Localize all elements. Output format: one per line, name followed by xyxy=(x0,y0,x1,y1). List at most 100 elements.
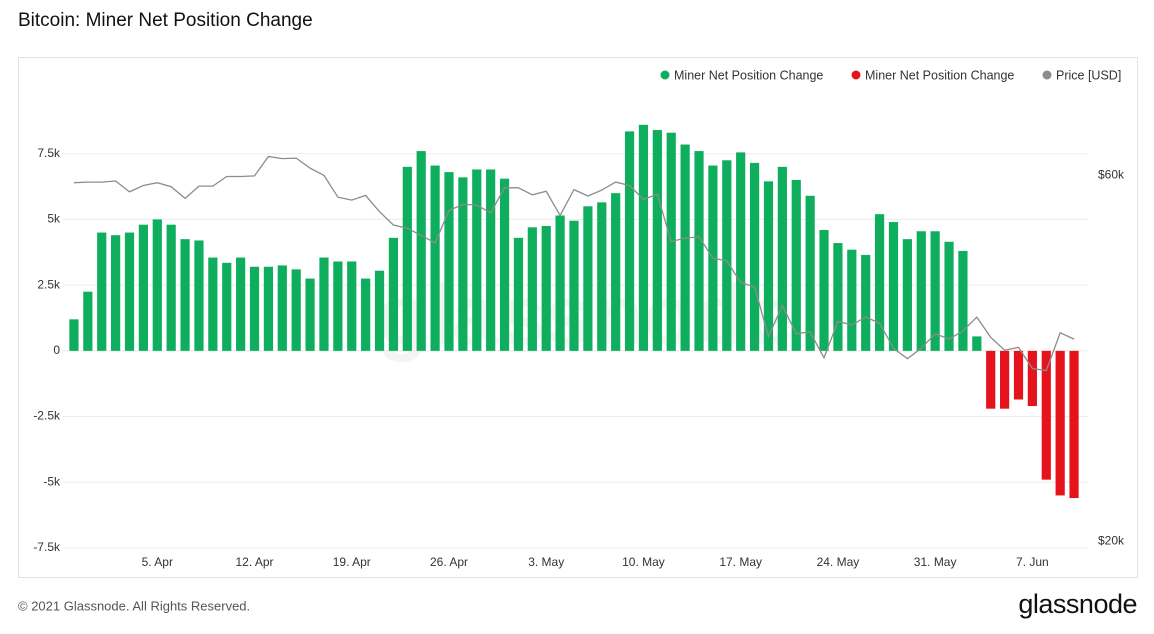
bar xyxy=(388,237,399,351)
bar xyxy=(222,262,232,351)
price-line xyxy=(73,155,1075,372)
x-tick-label: 7. Jun xyxy=(1016,555,1049,569)
bar xyxy=(333,261,343,351)
legend-label: Miner Net Position Change xyxy=(674,68,823,82)
y-tick-label: 5k xyxy=(47,212,61,226)
bar xyxy=(861,254,871,351)
bar xyxy=(972,336,982,351)
bar xyxy=(527,227,537,351)
bar xyxy=(1000,350,1010,409)
bar xyxy=(180,239,190,351)
bar xyxy=(1055,350,1065,496)
footer: © 2021 Glassnode. All Rights Reserved. xyxy=(18,598,250,613)
bar xyxy=(611,193,621,351)
bar xyxy=(638,124,649,351)
bar xyxy=(555,215,565,351)
y-tick-label: 2.5k xyxy=(37,277,61,291)
bar xyxy=(916,231,926,351)
bar xyxy=(833,243,843,351)
bar xyxy=(236,257,246,351)
bar xyxy=(347,261,357,351)
bar xyxy=(138,224,148,351)
bar xyxy=(291,269,301,351)
x-tick-label: 5. Apr xyxy=(142,555,173,569)
bar xyxy=(541,226,551,351)
y-tick-label: -7.5k xyxy=(33,540,61,554)
bar xyxy=(111,235,121,351)
x-tick-label: 24. May xyxy=(817,555,860,569)
bar xyxy=(444,172,454,351)
bar xyxy=(152,219,162,351)
legend-label: Price [USD] xyxy=(1056,68,1121,82)
bar xyxy=(277,265,287,351)
x-tick-label: 12. Apr xyxy=(236,555,274,569)
bar xyxy=(69,319,79,351)
legend-marker xyxy=(1042,70,1052,80)
bar xyxy=(458,177,468,351)
bar xyxy=(361,278,371,351)
x-tick-label: 17. May xyxy=(719,555,762,569)
bar xyxy=(249,266,260,351)
x-tick-label: 26. Apr xyxy=(430,555,468,569)
bar xyxy=(819,229,829,351)
bar xyxy=(597,202,607,351)
bar xyxy=(124,232,135,351)
bar xyxy=(263,266,274,351)
bar xyxy=(624,131,635,351)
bar xyxy=(305,278,315,351)
bar xyxy=(791,180,801,351)
chart-frame xyxy=(18,57,1138,578)
bar xyxy=(944,241,954,351)
bar xyxy=(1027,350,1037,407)
bar xyxy=(499,178,510,351)
bar xyxy=(208,257,218,351)
bar xyxy=(83,291,93,351)
y-tick-label: -5k xyxy=(43,474,61,488)
bar xyxy=(402,166,412,351)
chart-title: Bitcoin: Miner Net Position Change xyxy=(18,10,313,31)
bar xyxy=(486,169,496,351)
bar xyxy=(569,220,579,351)
legend-marker xyxy=(851,70,861,80)
bar xyxy=(416,151,426,351)
x-tick-label: 10. May xyxy=(622,555,665,569)
x-tick-label: 31. May xyxy=(914,555,957,569)
legend-label: Miner Net Position Change xyxy=(865,68,1014,82)
x-tick-label: 3. May xyxy=(528,555,564,569)
bar xyxy=(1013,350,1024,400)
bar xyxy=(777,166,787,351)
bar xyxy=(958,250,968,351)
bar xyxy=(722,160,732,351)
bar xyxy=(736,152,746,351)
y-tick-label: 0 xyxy=(53,343,60,357)
bar xyxy=(583,206,593,351)
bar xyxy=(1041,350,1051,480)
bar xyxy=(430,165,440,351)
y2-tick-label: $20k xyxy=(1098,533,1125,547)
bar xyxy=(874,214,885,351)
bar xyxy=(680,144,690,351)
x-tick-label: 19. Apr xyxy=(333,555,371,569)
brand-logo: glassnode xyxy=(1018,589,1137,619)
bar xyxy=(763,181,774,351)
bar xyxy=(513,237,524,351)
bar xyxy=(930,231,940,351)
bar xyxy=(374,270,385,351)
legend-marker xyxy=(660,70,670,80)
bar xyxy=(888,222,899,351)
bar xyxy=(472,169,482,351)
bar xyxy=(319,257,329,351)
bar xyxy=(902,239,912,351)
bar xyxy=(97,232,107,351)
bar xyxy=(652,130,662,351)
bar xyxy=(749,162,760,351)
y-tick-label: -2.5k xyxy=(33,409,61,423)
bar xyxy=(694,151,704,351)
bar xyxy=(986,350,996,409)
bar xyxy=(847,249,857,351)
y-tick-label: 7.5k xyxy=(37,146,61,160)
bar xyxy=(166,224,176,351)
y2-tick-label: $60k xyxy=(1098,168,1125,182)
